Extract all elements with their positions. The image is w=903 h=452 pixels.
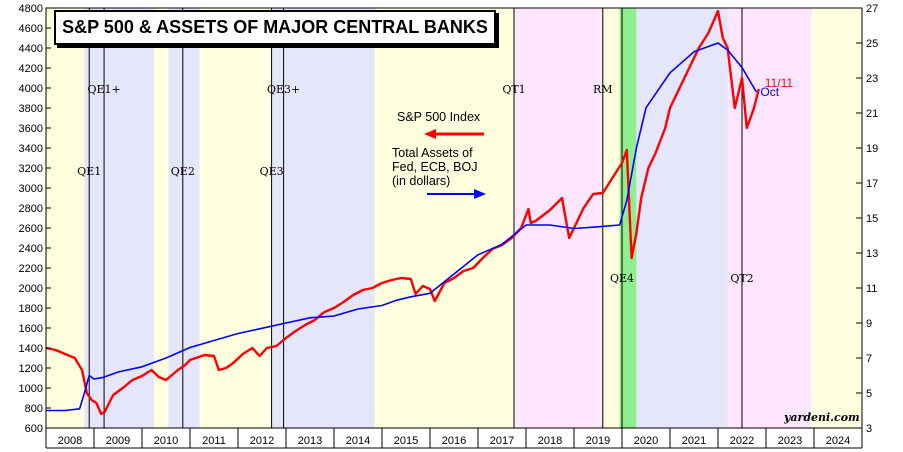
assets-end-label: Oct xyxy=(760,85,779,99)
x-tick-label: 2010 xyxy=(154,435,178,447)
period-band xyxy=(46,8,85,428)
period-band xyxy=(199,8,272,428)
event-lines: QE1 QE1+ QE2 QE3 QE3+ QT1 RM QE4 QT2 xyxy=(77,8,754,428)
x-tick-label: 2011 xyxy=(202,435,226,447)
left-tick-label: 800 xyxy=(25,403,43,415)
left-tick-label: 1600 xyxy=(19,323,43,335)
right-tick-label: 7 xyxy=(866,353,872,365)
left-tick-label: 1200 xyxy=(19,363,43,375)
x-tick-label: 2017 xyxy=(490,435,514,447)
left-tick-label: 3600 xyxy=(19,123,43,135)
x-tick-label: 2013 xyxy=(298,435,322,447)
plot-frame xyxy=(45,7,863,429)
period-band xyxy=(811,8,862,428)
left-tick-label: 600 xyxy=(25,423,43,435)
period-band xyxy=(602,8,620,428)
sp500-line xyxy=(45,9,760,416)
x-tick-label: 2024 xyxy=(826,435,850,447)
left-tick-label: 4600 xyxy=(19,23,43,35)
right-tick-label: 3 xyxy=(866,423,872,435)
chart-title: S&P 500 & ASSETS OF MAJOR CENTRAL BANKS xyxy=(54,10,496,45)
x-tick-label: 2023 xyxy=(778,435,802,447)
right-tick-label: 17 xyxy=(866,178,878,190)
event-label: QE1 xyxy=(77,165,101,178)
left-tick-label: 2200 xyxy=(19,263,43,275)
left-tick-label: 4400 xyxy=(19,43,43,55)
legend-arrow-assets xyxy=(474,189,486,199)
event-label: QT1 xyxy=(502,83,525,96)
event-label: QT2 xyxy=(730,272,753,285)
event-label: RM xyxy=(593,83,613,96)
legend-label-assets-line: Total Assets of xyxy=(392,146,473,160)
central-bank-assets-line xyxy=(46,42,758,412)
left-tick-label: 1400 xyxy=(19,343,43,355)
right-tick-label: 5 xyxy=(866,388,872,400)
period-band xyxy=(374,8,514,428)
period-band xyxy=(84,8,154,428)
x-tick-label: 2009 xyxy=(106,435,130,447)
x-tick-label: 2012 xyxy=(250,435,274,447)
right-tick-label: 13 xyxy=(866,248,878,260)
x-tick-label: 2018 xyxy=(538,435,562,447)
x-tick-label: 2016 xyxy=(442,435,466,447)
legend-label-sp500: S&P 500 Index xyxy=(397,110,481,124)
right-axis-tick-marks xyxy=(856,7,862,429)
legend-arrow-sp500 xyxy=(424,129,436,139)
left-tick-label: 2400 xyxy=(19,243,43,255)
source-watermark: yardeni.com xyxy=(784,411,860,424)
x-tick-label: 2015 xyxy=(394,435,418,447)
x-tick-label: 2021 xyxy=(682,435,706,447)
right-tick-label: 27 xyxy=(866,3,878,15)
period-band xyxy=(636,8,728,428)
left-tick-label: 2800 xyxy=(19,203,43,215)
left-tick-label: 3200 xyxy=(19,163,43,175)
x-tick-label: 2008 xyxy=(58,435,82,447)
left-tick-label: 1000 xyxy=(19,383,43,395)
left-tick-label: 1800 xyxy=(19,303,43,315)
right-tick-label: 23 xyxy=(866,73,878,85)
period-band xyxy=(154,8,169,428)
axes: 600 800 1000 1200 1400 1600 1800 2000 2200 2400 26… xyxy=(19,3,878,449)
right-tick-label: 19 xyxy=(866,143,878,155)
x-tick-label: 2020 xyxy=(634,435,658,447)
event-label: QE3 xyxy=(260,165,284,178)
event-label: QE2 xyxy=(171,165,195,178)
period-bands xyxy=(46,8,862,428)
sp500-end-label: 11/11 xyxy=(765,76,794,90)
left-tick-label: 3800 xyxy=(19,103,43,115)
x-tick-label: 2019 xyxy=(586,435,610,447)
event-label: QE3+ xyxy=(267,83,300,96)
period-band xyxy=(727,8,812,428)
x-tick-label: 2014 xyxy=(346,435,370,447)
x-tick-label: 2022 xyxy=(730,435,754,447)
right-tick-label: 21 xyxy=(866,108,878,120)
period-band xyxy=(514,8,603,428)
right-tick-label: 15 xyxy=(866,213,878,225)
period-band xyxy=(271,8,375,428)
left-tick-label: 2600 xyxy=(19,223,43,235)
right-tick-label: 11 xyxy=(866,283,877,295)
left-tick-label: 4000 xyxy=(19,83,43,95)
left-tick-label: 4800 xyxy=(19,3,43,15)
event-label: QE1+ xyxy=(87,83,120,96)
right-tick-label: 25 xyxy=(866,38,878,50)
period-band xyxy=(619,8,637,428)
legend-label-assets-line: (in dollars) xyxy=(392,174,450,188)
left-tick-label: 3400 xyxy=(19,143,43,155)
legend-label-assets-line: Fed, ECB, BOJ xyxy=(392,160,477,174)
left-tick-label: 2000 xyxy=(19,283,43,295)
left-tick-label: 4200 xyxy=(19,63,43,75)
left-tick-label: 3000 xyxy=(19,183,43,195)
right-tick-label: 9 xyxy=(866,318,872,330)
event-label: QE4 xyxy=(610,272,634,285)
